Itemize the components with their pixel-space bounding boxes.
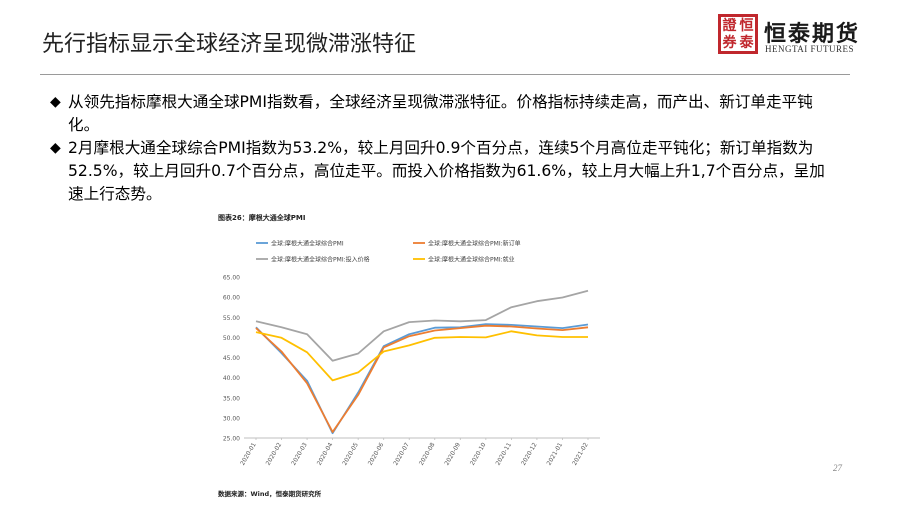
y-tick-label: 45.00 [223, 355, 240, 362]
seal-char: 恒 [739, 18, 754, 34]
y-tick-label: 60.00 [223, 295, 240, 302]
series-line [255, 323, 589, 435]
y-tick-label: 25.00 [223, 436, 240, 443]
page-number: 27 [833, 463, 842, 473]
logo-subtitle: HENGTAI FUTURES [765, 44, 855, 54]
seal-char: 券 [722, 34, 737, 51]
x-tick-label: 2020-08 [418, 441, 437, 466]
logo-name: 恒泰期货 [764, 22, 861, 47]
series-line [255, 324, 589, 433]
x-tick-label: 2020-12 [520, 441, 539, 466]
x-tick-label: 2020-11 [495, 441, 514, 466]
x-tick-label: 2020-07 [392, 441, 411, 466]
x-tick-label: 2020-06 [367, 441, 386, 466]
y-tick-label: 50.00 [223, 335, 240, 342]
diamond-bullet-icon: ◆ [50, 94, 61, 110]
bullet-item: ◆ 从领先指标摩根大通全球PMI指数看，全球经济呈现微滞涨特征。价格指标持续走高… [50, 91, 830, 137]
x-tick-label: 2021-01 [546, 441, 565, 466]
legend-label: 全球:摩根大通全球综合PMI:新订单 [428, 240, 521, 248]
x-tick-label: 2020-10 [469, 441, 488, 466]
title-divider [40, 74, 850, 75]
x-tick-label: 2020-05 [341, 441, 360, 466]
x-tick-label: 2020-01 [239, 441, 258, 466]
y-tick-label: 35.00 [223, 395, 240, 402]
pmi-line-chart: 25.00 30.00 35.00 40.00 45.00 50.00 55.00 60.00… [223, 240, 600, 467]
bullet-list: ◆ 从领先指标摩根大通全球PMI指数看，全球经济呈现微滞涨特征。价格指标持续走高… [50, 91, 830, 206]
company-logo: 證 恒 券 泰 恒泰期货 HENGTAI FUTURES [718, 14, 868, 60]
seal-char: 證 [722, 18, 737, 34]
x-tick-label: 2021-02 [571, 441, 590, 466]
bullet-text: 2月摩根大通全球综合PMI指数为53.2%，较上月回升0.9个百分点，连续5个月… [68, 139, 825, 203]
bullet-text: 从领先指标摩根大通全球PMI指数看，全球经济呈现微滞涨特征。价格指标持续走高，而… [68, 93, 813, 134]
series-line [255, 289, 589, 362]
bullet-item: ◆ 2月摩根大通全球综合PMI指数为53.2%，较上月回升0.9个百分点，连续5… [50, 137, 830, 206]
diamond-bullet-icon: ◆ [50, 140, 61, 156]
legend-label: 全球:摩根大通全球综合PMI:就业 [428, 256, 515, 264]
x-tick-label: 2020-09 [443, 441, 462, 466]
slide-title: 先行指标显示全球经济呈现微滞涨特征 [42, 32, 417, 57]
y-tick-label: 30.00 [223, 415, 240, 422]
y-tick-label: 55.00 [223, 315, 240, 322]
legend-label: 全球:摩根大通全球综合PMI:投入价格 [271, 256, 370, 264]
x-tick-label: 2020-04 [316, 441, 335, 466]
legend-label: 全球:摩根大通全球综合PMI [271, 240, 344, 248]
figure-source: 数据来源：Wind，恒泰期货研究所 [218, 490, 322, 498]
figure-title: 图表26：摩根大通全球PMI [218, 214, 306, 222]
chart-figure: 图表26：摩根大通全球PMI 25.00 30.00 35.00 40.00 45.00… [208, 209, 610, 498]
x-tick-label: 2020-02 [265, 441, 284, 466]
y-tick-label: 40.00 [223, 375, 240, 382]
y-tick-label: 65.00 [223, 275, 240, 282]
x-tick-label: 2020-03 [290, 441, 309, 466]
logo-seal-icon: 證 恒 券 泰 [718, 14, 758, 54]
series-line [255, 330, 588, 382]
seal-char: 泰 [739, 34, 754, 51]
